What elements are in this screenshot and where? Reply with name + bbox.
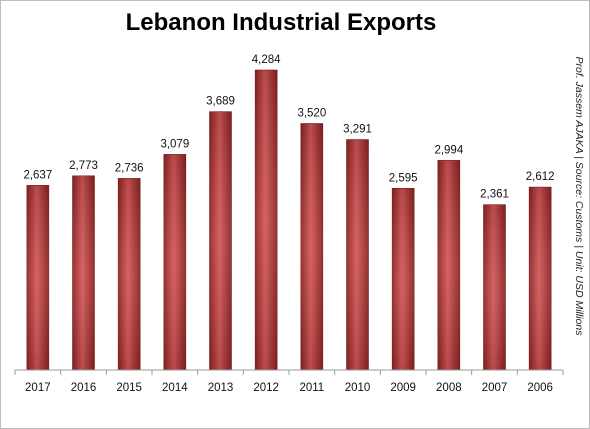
data-label-2017: 2,637 xyxy=(23,169,52,181)
bar-shade-2017 xyxy=(26,185,49,370)
bar-shade-2009 xyxy=(392,188,415,370)
x-tick-label-2008: 2008 xyxy=(436,382,462,394)
bar-shade-2010 xyxy=(346,139,369,370)
data-label-2014: 3,079 xyxy=(160,138,189,150)
x-tick-label-2006: 2006 xyxy=(527,382,553,394)
data-label-2016: 2,773 xyxy=(69,160,98,172)
bar-shade-2015 xyxy=(118,178,141,370)
data-label-2009: 2,595 xyxy=(389,172,418,184)
x-tick-label-2017: 2017 xyxy=(25,382,51,394)
x-tick-label-2009: 2009 xyxy=(390,382,416,394)
data-label-2007: 2,361 xyxy=(480,189,509,201)
data-label-2015: 2,736 xyxy=(115,162,144,174)
data-label-2012: 4,284 xyxy=(252,54,281,66)
data-label-2010: 3,291 xyxy=(343,124,372,136)
data-label-2008: 2,994 xyxy=(434,144,463,156)
x-tick-label-2010: 2010 xyxy=(345,382,371,394)
x-tick-label-2011: 2011 xyxy=(299,382,324,394)
bar-shade-2006 xyxy=(529,187,552,370)
bar-shade-2014 xyxy=(163,154,186,370)
data-label-2011: 3,520 xyxy=(297,108,326,120)
bar-shade-2012 xyxy=(255,70,278,370)
x-tick-label-2016: 2016 xyxy=(71,382,97,394)
x-tick-label-2013: 2013 xyxy=(208,382,234,394)
bar-shade-2011 xyxy=(300,123,323,370)
bar-shade-2007 xyxy=(483,204,506,370)
bar-shade-2016 xyxy=(72,175,95,370)
x-tick-label-2015: 2015 xyxy=(116,382,142,394)
x-tick-label-2007: 2007 xyxy=(482,382,508,394)
x-tick-label-2014: 2014 xyxy=(162,382,188,394)
data-label-2013: 3,689 xyxy=(206,96,235,108)
x-tick-label-2012: 2012 xyxy=(253,382,279,394)
bar-shade-2008 xyxy=(437,160,460,370)
bar-shade-2013 xyxy=(209,111,232,371)
chart-title: Lebanon Industrial Exports xyxy=(125,9,437,36)
data-label-2006: 2,612 xyxy=(526,171,555,183)
